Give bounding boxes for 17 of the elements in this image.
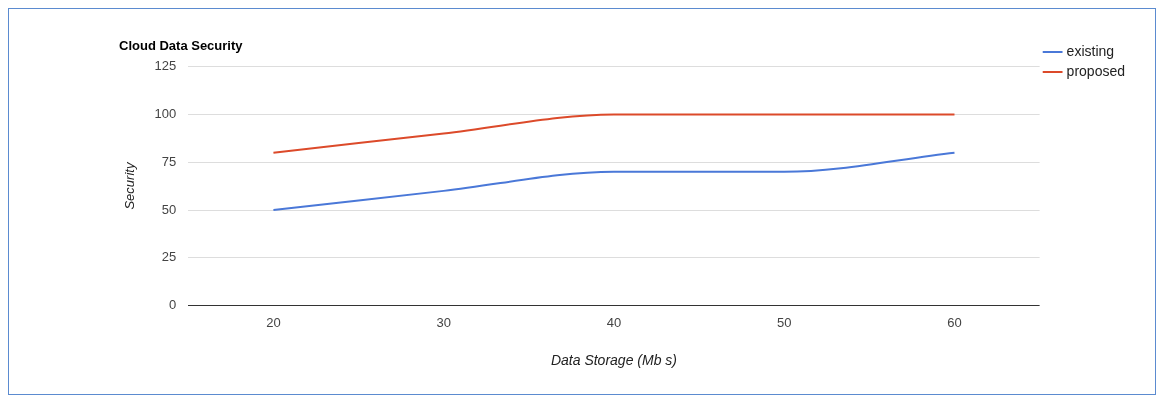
- y-tick-label: 50: [161, 201, 177, 217]
- y-tick-label: 25: [161, 249, 177, 265]
- legend-label: proposed: [1066, 62, 1126, 79]
- y-tick-label: 125: [154, 58, 177, 74]
- y-tick-label: 100: [154, 105, 177, 121]
- line-series: [272, 151, 956, 211]
- x-tick-label: 30: [436, 314, 451, 330]
- chart-title: Cloud Data Security: [119, 38, 244, 54]
- y-axis-title: Security: [122, 161, 138, 210]
- legend-label: existing: [1066, 42, 1115, 59]
- y-tick-label: 0: [169, 297, 177, 313]
- x-tick-label: 20: [266, 314, 281, 330]
- x-tick-label: 40: [606, 314, 622, 330]
- y-tick-label: 75: [161, 153, 177, 169]
- x-tick-label: 50: [776, 314, 792, 330]
- x-axis-title: Data Storage (Mb s): [550, 352, 677, 369]
- x-tick-label: 60: [947, 314, 962, 330]
